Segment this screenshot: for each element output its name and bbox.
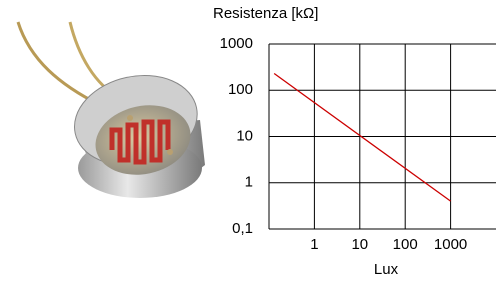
- x-tick-label: 100: [393, 236, 418, 253]
- y-tick-label: 1000: [220, 35, 253, 52]
- x-tick-label: 1: [310, 236, 318, 253]
- photoresistor-photo: [18, 22, 206, 198]
- x-tick-label: 1000: [434, 236, 467, 253]
- y-tick-label: 100: [228, 81, 253, 98]
- y-tick-label: 1: [245, 174, 253, 191]
- y-axis-label: Resistenza [kΩ]: [213, 5, 318, 22]
- x-tick-label: 10: [351, 236, 368, 253]
- y-tick-label: 10: [236, 127, 253, 144]
- y-tick-label: 0,1: [232, 220, 253, 237]
- data-line: [274, 74, 450, 202]
- x-axis-label: Lux: [374, 261, 399, 278]
- page: Resistenza [kΩ] Lux 0,1 1 10 100 1000 1 10 100 1…: [0, 0, 496, 284]
